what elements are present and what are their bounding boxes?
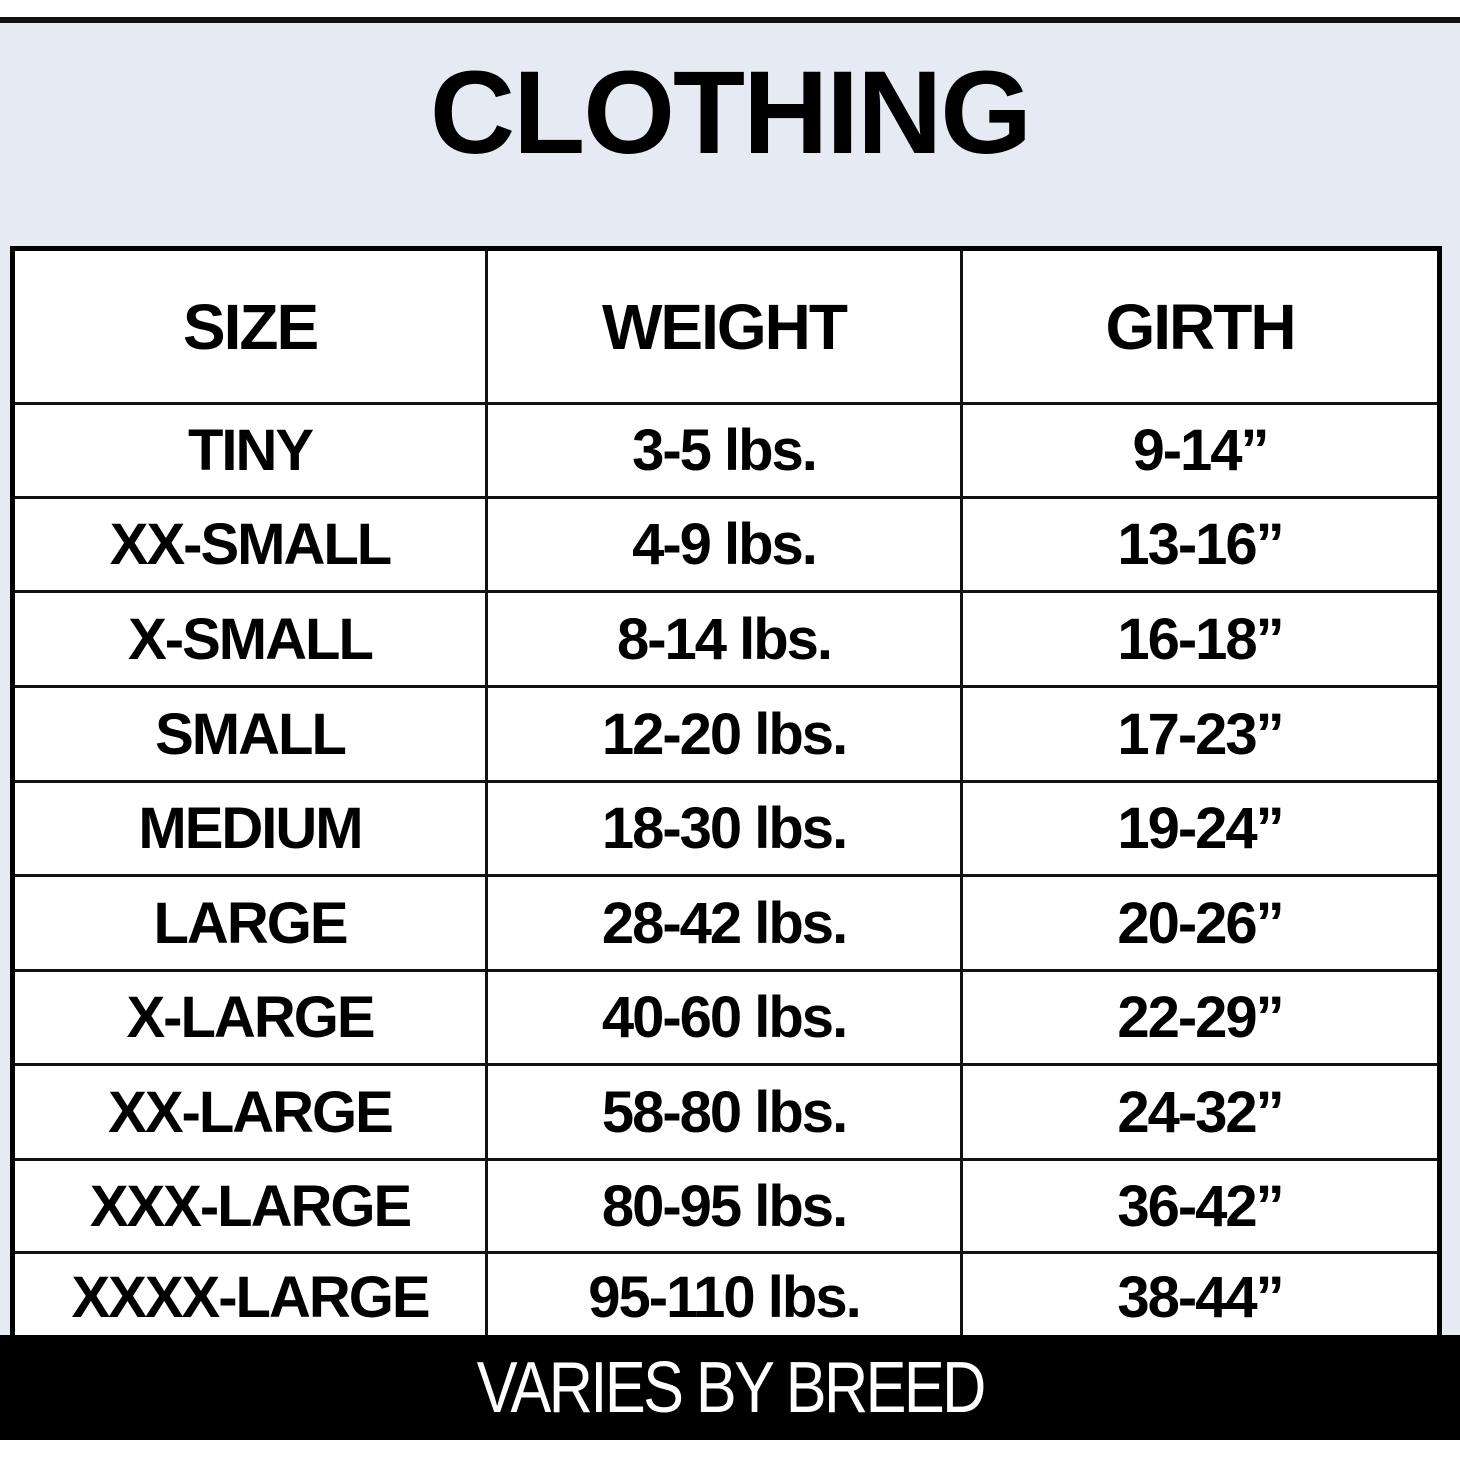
cell-size: SMALL xyxy=(15,688,488,780)
table-row: XX-SMALL 4-9 lbs. 13-16” xyxy=(15,499,1437,593)
cell-size: LARGE xyxy=(15,877,488,969)
cell-girth: 22-29” xyxy=(1117,985,1284,1050)
table-header-row: SIZE WEIGHT GIRTH xyxy=(15,251,1437,405)
cell-weight: 4-9 lbs. xyxy=(488,499,963,590)
top-rule xyxy=(0,17,1460,23)
header-size: SIZE xyxy=(15,251,488,402)
header-weight: WEIGHT xyxy=(488,251,963,402)
cell-size: XX-SMALL xyxy=(15,499,488,590)
cell-girth: 17-23” xyxy=(1117,701,1284,767)
cell-girth: 13-16” xyxy=(1117,512,1284,577)
cell-weight: 95-110 lbs. xyxy=(488,1254,963,1341)
cell-size: XX-LARGE xyxy=(15,1066,488,1158)
cell-girth: 24-32” xyxy=(1117,1079,1284,1145)
cell-size: XXX-LARGE xyxy=(15,1161,488,1251)
cell-size: X-SMALL xyxy=(15,593,488,685)
cell-weight: 40-60 lbs. xyxy=(488,972,963,1063)
table-row: X-LARGE 40-60 lbs. 22-29” xyxy=(15,972,1437,1066)
table-row: TINY 3-5 lbs. 9-14” xyxy=(15,405,1437,499)
table-row: XX-LARGE 58-80 lbs. 24-32” xyxy=(15,1066,1437,1161)
cell-girth: 19-24” xyxy=(1117,796,1284,861)
footer-text: VARIES BY BREED xyxy=(476,1347,986,1428)
cell-girth: 38-44” xyxy=(1117,1265,1284,1330)
table-row: LARGE 28-42 lbs. 20-26” xyxy=(15,877,1437,972)
cell-weight: 12-20 lbs. xyxy=(488,688,963,780)
header-girth: GIRTH xyxy=(1105,290,1296,363)
table-row: XXXX-LARGE 95-110 lbs. 38-44” xyxy=(15,1254,1437,1341)
cell-weight: 80-95 lbs. xyxy=(488,1161,963,1251)
table-row: SMALL 12-20 lbs. 17-23” xyxy=(15,688,1437,783)
cell-weight: 18-30 lbs. xyxy=(488,783,963,874)
cell-girth: 9-14” xyxy=(1132,418,1269,483)
cell-size: MEDIUM xyxy=(15,783,488,874)
cell-weight: 8-14 lbs. xyxy=(488,593,963,685)
cell-girth: 36-42” xyxy=(1117,1173,1284,1239)
cell-size: X-LARGE xyxy=(15,972,488,1063)
table-row: MEDIUM 18-30 lbs. 19-24” xyxy=(15,783,1437,877)
cell-weight: 28-42 lbs. xyxy=(488,877,963,969)
cell-size: XXXX-LARGE xyxy=(15,1254,488,1341)
table-row: X-SMALL 8-14 lbs. 16-18” xyxy=(15,593,1437,688)
page-title: CLOTHING xyxy=(429,47,1032,179)
cell-weight: 58-80 lbs. xyxy=(488,1066,963,1158)
cell-girth: 16-18” xyxy=(1117,606,1284,672)
cell-girth: 20-26” xyxy=(1117,890,1284,956)
table-row: XXX-LARGE 80-95 lbs. 36-42” xyxy=(15,1161,1437,1254)
footer-note: VARIES BY BREED xyxy=(0,1335,1460,1440)
cell-weight: 3-5 lbs. xyxy=(488,405,963,496)
size-table: SIZE WEIGHT GIRTH TINY 3-5 lbs. 9-14” XX-SM… xyxy=(10,246,1442,1341)
cell-size: TINY xyxy=(15,405,488,496)
